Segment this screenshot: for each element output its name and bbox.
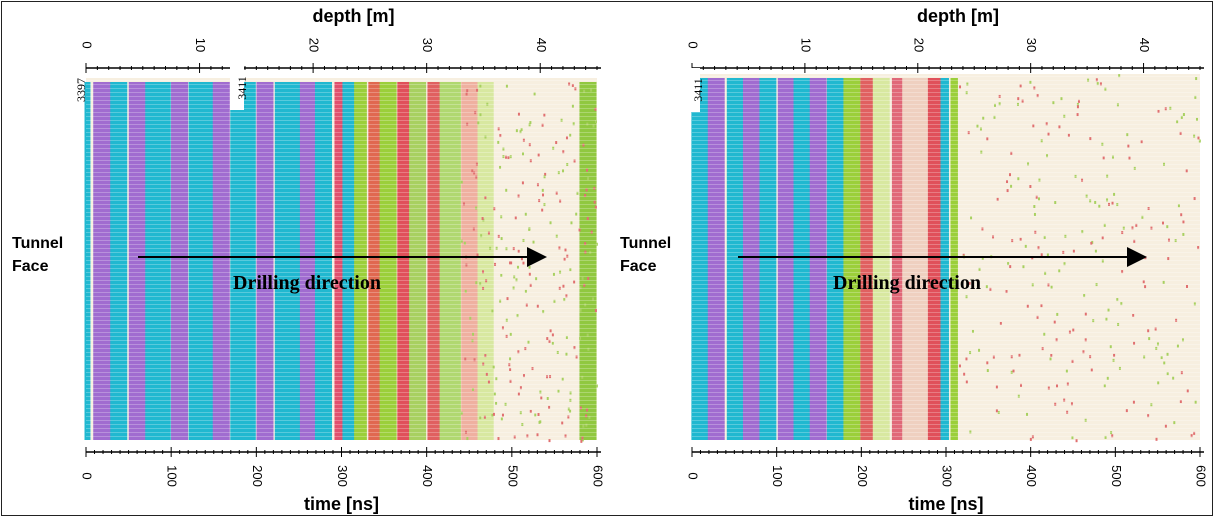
noise-speck (548, 439, 551, 443)
trace-tag-box (69, 68, 83, 112)
trace-id-label: 3411 (691, 78, 705, 102)
depth-tick-label: 20 (911, 38, 926, 52)
time-tick-label: 100 (165, 465, 180, 487)
time-tick-label: 400 (1024, 465, 1039, 487)
trace-tag-box (230, 66, 244, 110)
depth-tick-label: 30 (420, 38, 435, 52)
time-axis-title: time [ns] (908, 494, 983, 514)
depth-tick-label: 20 (307, 38, 322, 52)
depth-axis-title: depth [m] (917, 6, 999, 26)
depth-tick-label: 40 (1137, 38, 1152, 52)
tunnel-face-label-line2: Face (620, 258, 657, 275)
time-tick-label: 300 (940, 465, 955, 487)
time-tick-label: 600 (591, 465, 606, 487)
time-tick-label: 400 (420, 465, 435, 487)
tunnel-face-label-line1: Tunnel (620, 235, 671, 252)
time-tick-label: 600 (1194, 465, 1209, 487)
depth-tick-label: 0 (686, 41, 701, 48)
time-tick-label: 500 (505, 465, 520, 487)
depth-tick-label: 0 (80, 41, 95, 48)
trace-tag-box (686, 68, 700, 112)
depth-tick-label: 10 (193, 38, 208, 52)
time-tick-label: 0 (686, 472, 701, 479)
drilling-direction-label: Drilling direction (833, 272, 981, 294)
depth-tick-label: 40 (534, 38, 549, 52)
tunnel-face-label-line2: Face (12, 258, 49, 275)
time-tick-label: 0 (80, 472, 95, 479)
time-tick-label: 200 (250, 465, 265, 487)
time-tick-label: 200 (855, 465, 870, 487)
noise-speck (1075, 439, 1078, 443)
tunnel-face-label-line1: Tunnel (12, 235, 63, 252)
trace-id-label: 3411 (235, 76, 249, 100)
time-tick-label: 300 (335, 465, 350, 487)
depth-tick-label: 10 (798, 38, 813, 52)
trace-id-label: 3397 (74, 78, 88, 102)
depth-axis-title: depth [m] (313, 6, 395, 26)
depth-tick-label: 30 (1024, 38, 1039, 52)
trace-texture (86, 78, 597, 440)
time-tick-label: 500 (1109, 465, 1124, 487)
time-tick-label: 100 (770, 465, 785, 487)
time-axis-title: time [ns] (304, 494, 379, 514)
drilling-direction-label: Drilling direction (233, 272, 381, 294)
noise-speck (580, 439, 583, 443)
